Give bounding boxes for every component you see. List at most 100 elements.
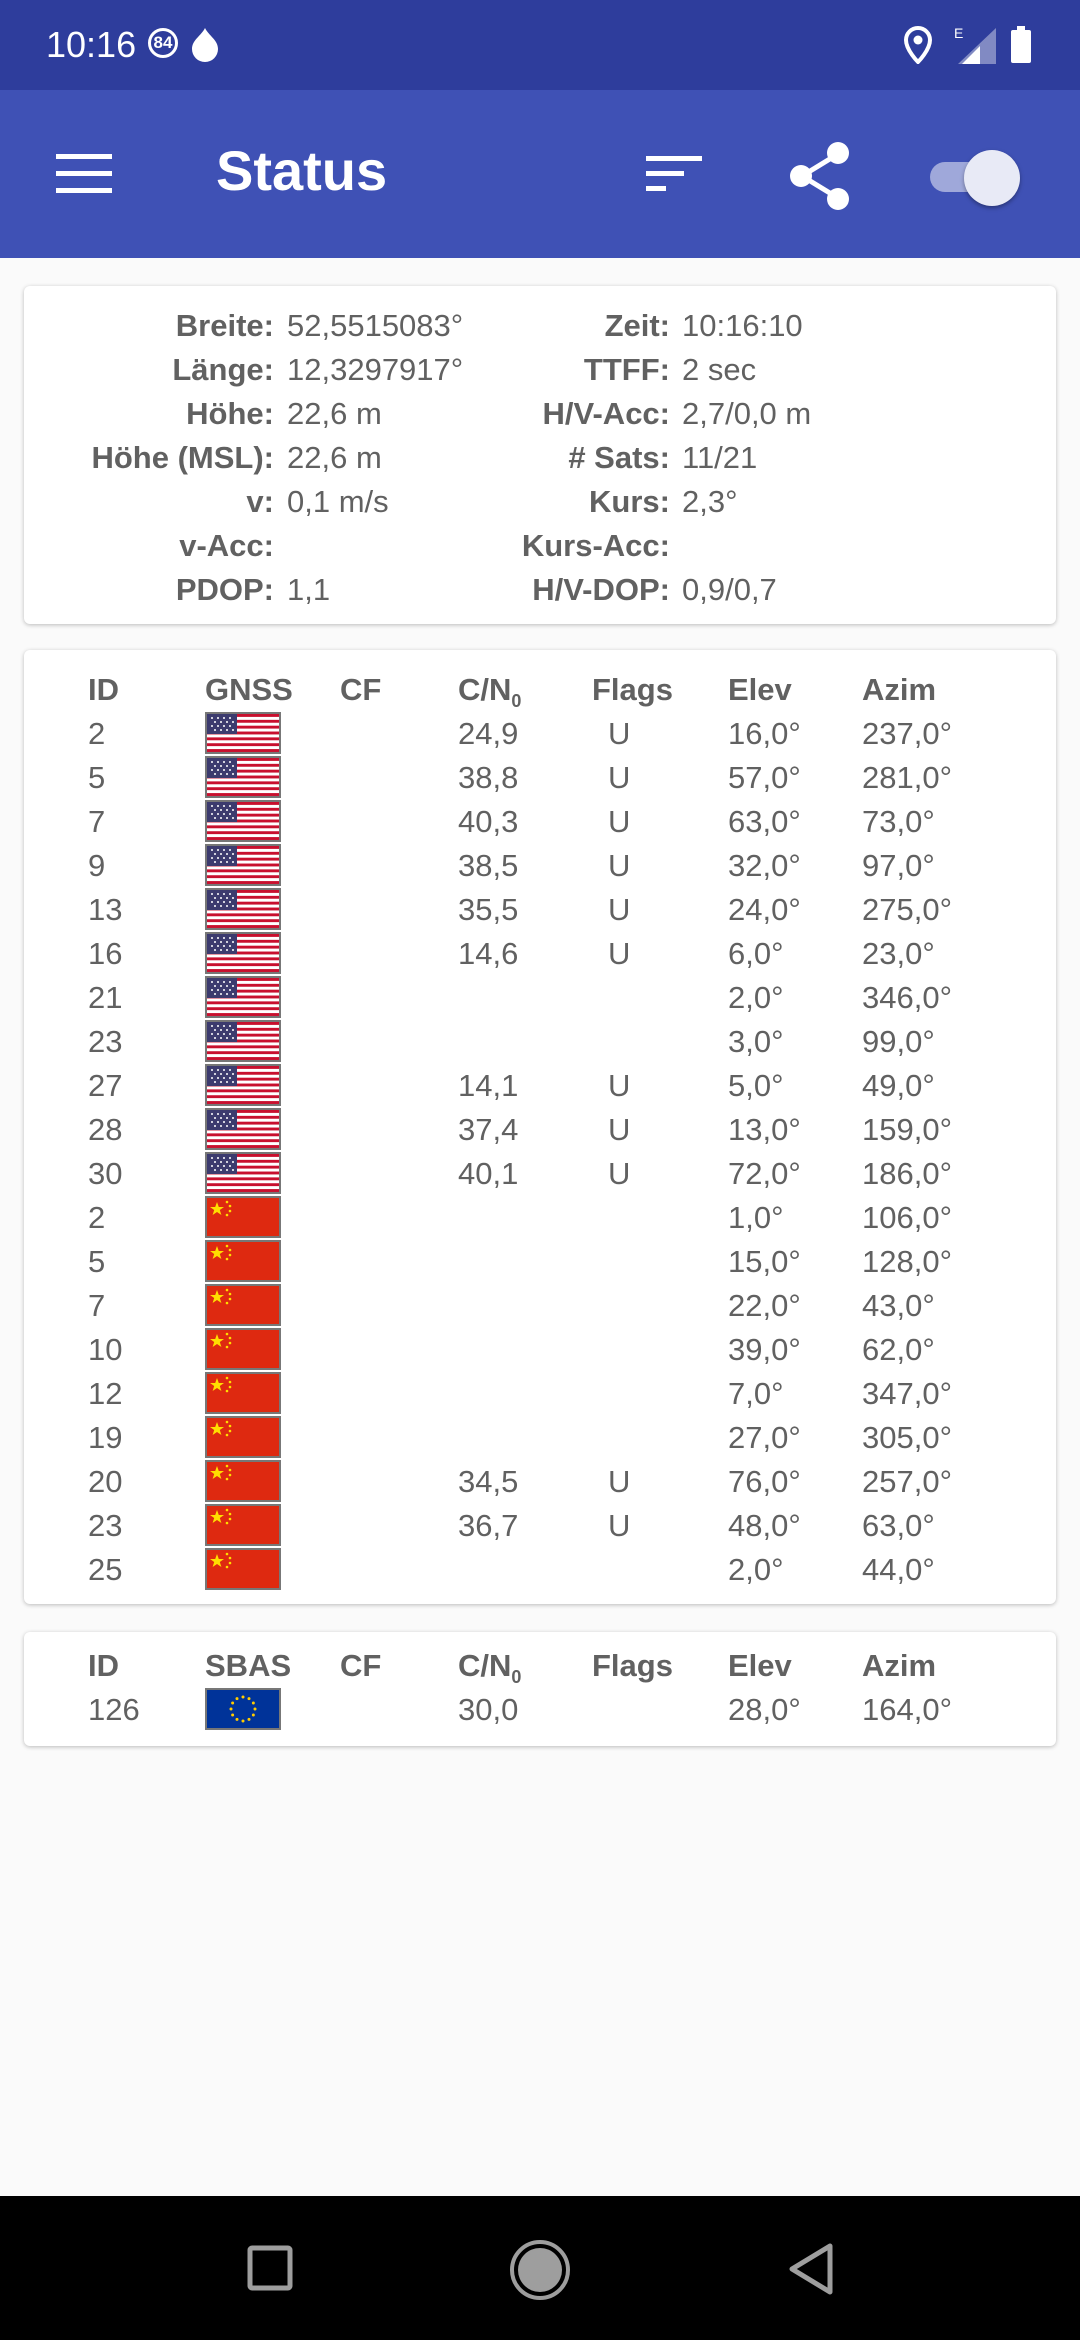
signal-strength: 37,4 xyxy=(458,1112,519,1147)
info-row: Länge: 12,3297917° TTFF: 2 sec xyxy=(24,348,1056,392)
azimuth: 62,0° xyxy=(862,1332,935,1367)
us-flag-icon xyxy=(205,756,281,798)
elevation: 3,0° xyxy=(728,1024,784,1059)
recent-apps-icon[interactable] xyxy=(246,2244,294,2292)
location-icon xyxy=(903,26,933,64)
info-label: PDOP: xyxy=(175,572,274,607)
info-row: Höhe (MSL): 22,6 m # Sats: 11/21 xyxy=(24,436,1056,480)
col-header-cf[interactable]: CF xyxy=(340,1648,382,1683)
elevation: 15,0° xyxy=(728,1244,801,1279)
us-flag-icon xyxy=(205,1108,281,1150)
satellite-flags: U xyxy=(608,936,631,971)
azimuth: 275,0° xyxy=(862,892,952,927)
satellite-id: 5 xyxy=(88,1244,106,1279)
azimuth: 73,0° xyxy=(862,804,935,839)
cn-flag-icon xyxy=(205,1548,281,1590)
satellite-id: 20 xyxy=(88,1464,123,1499)
azimuth: 281,0° xyxy=(862,760,952,795)
col-header-system[interactable]: SBAS xyxy=(205,1648,292,1683)
satellite-row: 25 2,0° 44,0° xyxy=(24,1548,1056,1592)
us-flag-icon xyxy=(205,888,281,930)
info-label: v-Acc: xyxy=(179,528,274,563)
info-value: 0,1 m/s xyxy=(287,484,389,519)
col-header-flags[interactable]: Flags xyxy=(592,1648,673,1683)
tracking-toggle[interactable] xyxy=(926,150,1028,206)
elevation: 7,0° xyxy=(728,1376,784,1411)
us-flag-icon xyxy=(205,800,281,842)
signal-strength: 35,5 xyxy=(458,892,519,927)
info-label: Zeit: xyxy=(604,308,670,343)
satellite-id: 12 xyxy=(88,1376,123,1411)
elevation: 76,0° xyxy=(728,1464,801,1499)
cn-flag-icon xyxy=(205,1240,281,1282)
satellite-id: 16 xyxy=(88,936,123,971)
col-header-elev[interactable]: Elev xyxy=(728,672,792,707)
share-icon[interactable] xyxy=(786,140,854,212)
sort-icon[interactable] xyxy=(644,152,704,196)
col-header-id[interactable]: ID xyxy=(88,672,119,707)
info-label: Höhe: xyxy=(186,396,274,431)
elevation: 13,0° xyxy=(728,1112,801,1147)
app-bar: Status xyxy=(0,90,1080,258)
col-header-elev[interactable]: Elev xyxy=(728,1648,792,1683)
satellite-id: 5 xyxy=(88,760,106,795)
back-icon[interactable] xyxy=(786,2240,836,2298)
satellite-id: 30 xyxy=(88,1156,123,1191)
satellite-row: 16 14,6 U 6,0° 23,0° xyxy=(24,932,1056,976)
toggle-thumb xyxy=(964,150,1020,206)
satellite-flags: U xyxy=(608,716,631,751)
elevation: 2,0° xyxy=(728,1552,784,1587)
us-flag-icon xyxy=(205,932,281,974)
satellite-id: 2 xyxy=(88,1200,106,1235)
elevation: 39,0° xyxy=(728,1332,801,1367)
azimuth: 257,0° xyxy=(862,1464,952,1499)
cn0-label: C/N xyxy=(458,672,512,707)
col-header-cn0[interactable]: C/N0 xyxy=(458,1644,521,1688)
azimuth: 97,0° xyxy=(862,848,935,883)
elevation: 28,0° xyxy=(728,1692,801,1727)
us-flag-icon xyxy=(205,712,281,754)
signal-strength: 14,6 xyxy=(458,936,519,971)
info-value: 52,5515083° xyxy=(287,308,464,343)
col-header-cf[interactable]: CF xyxy=(340,672,382,707)
info-label: Kurs-Acc: xyxy=(521,528,670,563)
info-label: H/V-Acc: xyxy=(542,396,670,431)
satellite-id: 27 xyxy=(88,1068,123,1103)
info-row: v-Acc: Kurs-Acc: xyxy=(24,524,1056,568)
azimuth: 186,0° xyxy=(862,1156,952,1191)
elevation: 1,0° xyxy=(728,1200,784,1235)
info-value: 11/21 xyxy=(682,440,758,475)
satellite-id: 9 xyxy=(88,848,106,883)
menu-icon[interactable] xyxy=(56,150,112,198)
signal-strength: 34,5 xyxy=(458,1464,519,1499)
col-header-azim[interactable]: Azim xyxy=(862,1648,937,1683)
satellite-id: 2 xyxy=(88,716,106,751)
info-value: 1,1 xyxy=(287,572,331,607)
satellite-row: 28 37,4 U 13,0° 159,0° xyxy=(24,1108,1056,1152)
network-type: E xyxy=(954,25,963,41)
info-label: Kurs: xyxy=(589,484,670,519)
col-header-id[interactable]: ID xyxy=(88,1648,119,1683)
signal-strength: 30,0 xyxy=(458,1692,519,1727)
cn0-subscript: 0 xyxy=(511,691,522,712)
azimuth: 23,0° xyxy=(862,936,935,971)
azimuth: 128,0° xyxy=(862,1244,952,1279)
col-header-system[interactable]: GNSS xyxy=(205,672,293,707)
satellite-row: 13 35,5 U 24,0° 275,0° xyxy=(24,888,1056,932)
satellite-flags: U xyxy=(608,848,631,883)
us-flag-icon xyxy=(205,976,281,1018)
satellite-row: 5 38,8 U 57,0° 281,0° xyxy=(24,756,1056,800)
home-icon[interactable] xyxy=(508,2238,572,2302)
satellite-flags: U xyxy=(608,1508,631,1543)
us-flag-icon xyxy=(205,1064,281,1106)
elevation: 72,0° xyxy=(728,1156,801,1191)
cn-flag-icon xyxy=(205,1504,281,1546)
satellite-row: 12 7,0° 347,0° xyxy=(24,1372,1056,1416)
azimuth: 347,0° xyxy=(862,1376,952,1411)
col-header-azim[interactable]: Azim xyxy=(862,672,937,707)
satellite-flags: U xyxy=(608,1156,631,1191)
col-header-flags[interactable]: Flags xyxy=(592,672,673,707)
col-header-cn0[interactable]: C/N0 xyxy=(458,668,521,712)
cn-flag-icon xyxy=(205,1284,281,1326)
satellite-row: 126 30,0 28,0° 164,0° xyxy=(24,1688,1056,1732)
